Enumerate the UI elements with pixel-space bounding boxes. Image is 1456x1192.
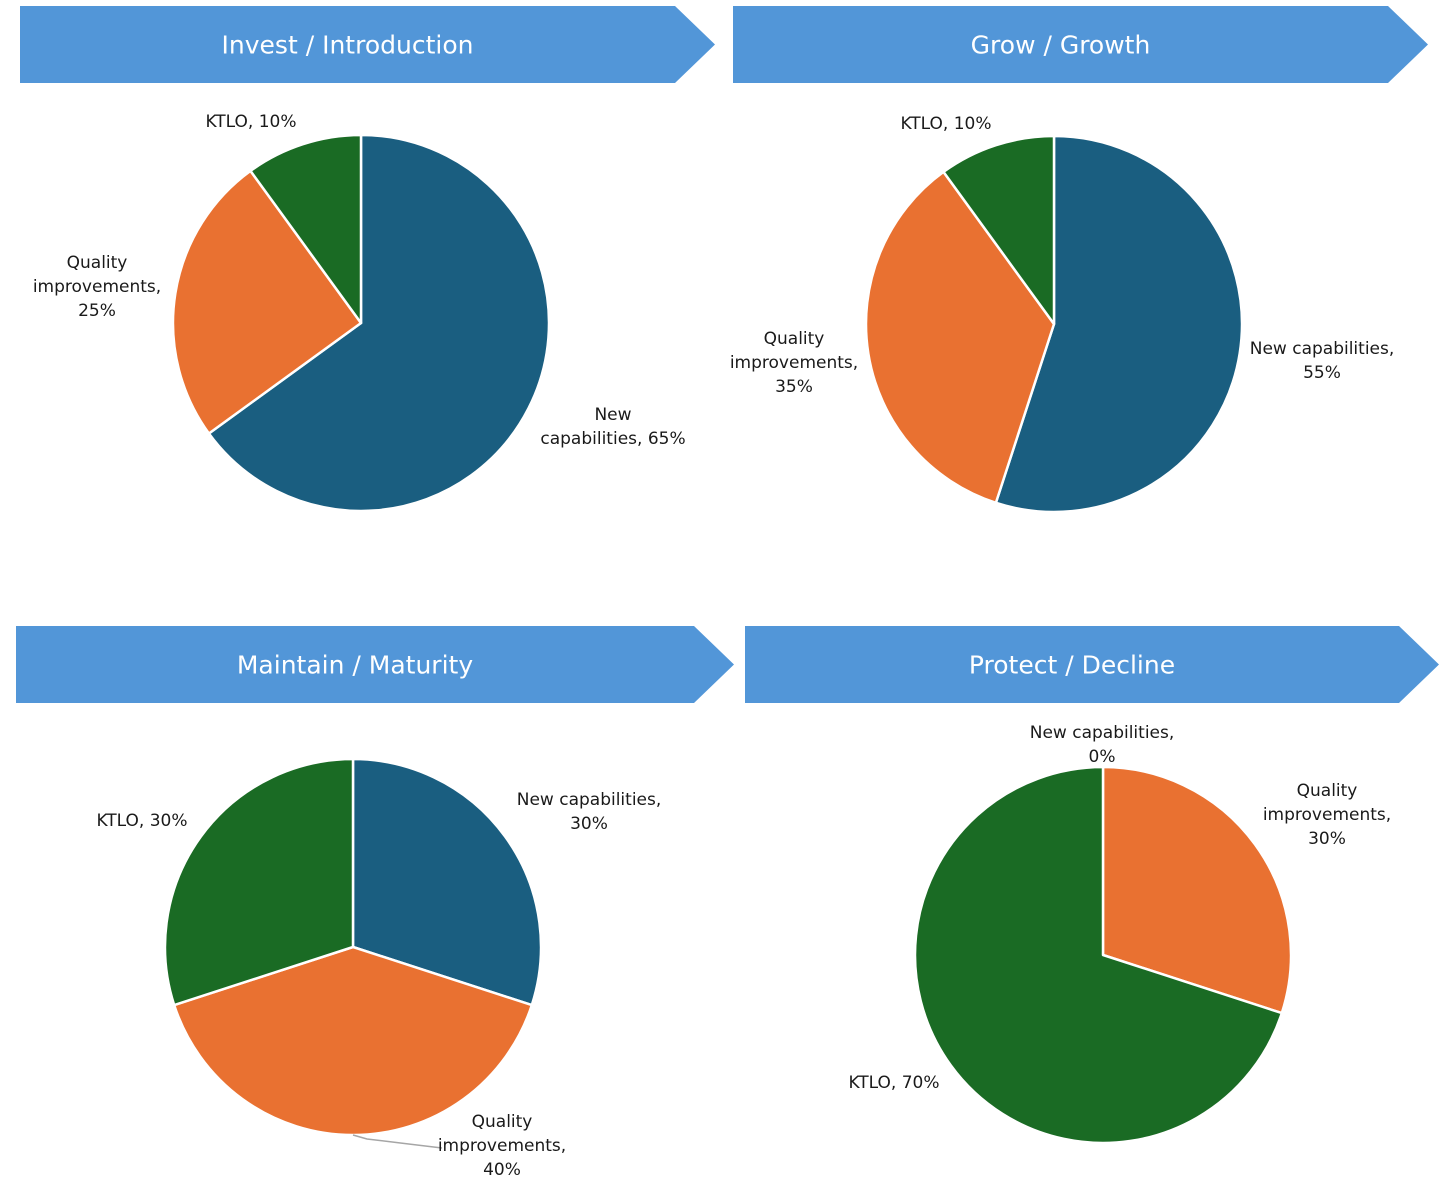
pie-panel-2: Grow / Growth New capabilities, 55% Quality… — [730, 6, 1428, 514]
leader-line — [352, 1134, 443, 1149]
data-label-ktlo: KTLO, 10% — [900, 114, 991, 134]
pie-slice-new-capabilities — [351, 757, 543, 1007]
pie-slice-quality-improvements — [864, 170, 1056, 505]
pie-slice-ktlo — [249, 133, 363, 325]
data-label-new-capabilities: New capabilities, 0% — [1030, 723, 1175, 767]
banner-title: Protect / Decline — [969, 651, 1175, 680]
stage-banner — [745, 626, 1439, 703]
pie-slice-new-capabilities — [994, 134, 1244, 514]
pie-panel-1: Invest / Introduction New capabilities, 65… — [20, 6, 715, 513]
data-label-new-capabilities: New capabilities, 65% — [540, 405, 685, 449]
data-label-new-capabilities: New capabilities, 30% — [517, 790, 662, 834]
data-label-ktlo: KTLO, 10% — [205, 112, 296, 132]
pie-slice-ktlo — [163, 757, 355, 1007]
pie-slice-ktlo — [942, 134, 1056, 326]
data-label-quality-improvements: Quality improvements, 30% — [1263, 781, 1391, 849]
stage-banner — [733, 6, 1428, 83]
banner-title: Grow / Growth — [971, 31, 1151, 60]
pie-slice-quality-improvements — [1101, 765, 1293, 1015]
stage-banner — [20, 6, 715, 83]
banner-title: Maintain / Maturity — [237, 651, 473, 680]
data-label-ktlo: KTLO, 70% — [848, 1073, 939, 1093]
pie-panel-4: Protect / Decline New capabilities, 0% Qual… — [745, 626, 1439, 1145]
data-label-quality-improvements: Quality improvements, 35% — [730, 329, 858, 397]
data-label-quality-improvements: Quality improvements, 40% — [438, 1112, 566, 1180]
pie-slice-quality-improvements — [171, 169, 363, 435]
banner-title: Invest / Introduction — [222, 31, 474, 60]
pie-panel-3: Maintain / Maturity New capabilities, 30% Q… — [16, 626, 734, 1180]
data-label-new-capabilities: New capabilities, 55% — [1250, 339, 1395, 383]
data-label-ktlo: KTLO, 30% — [96, 811, 187, 831]
data-label-quality-improvements: Quality improvements, 25% — [33, 253, 161, 321]
pie-slice-ktlo — [913, 765, 1284, 1145]
stage-banner — [16, 626, 734, 703]
pie-slice-new-capabilities — [207, 133, 551, 513]
